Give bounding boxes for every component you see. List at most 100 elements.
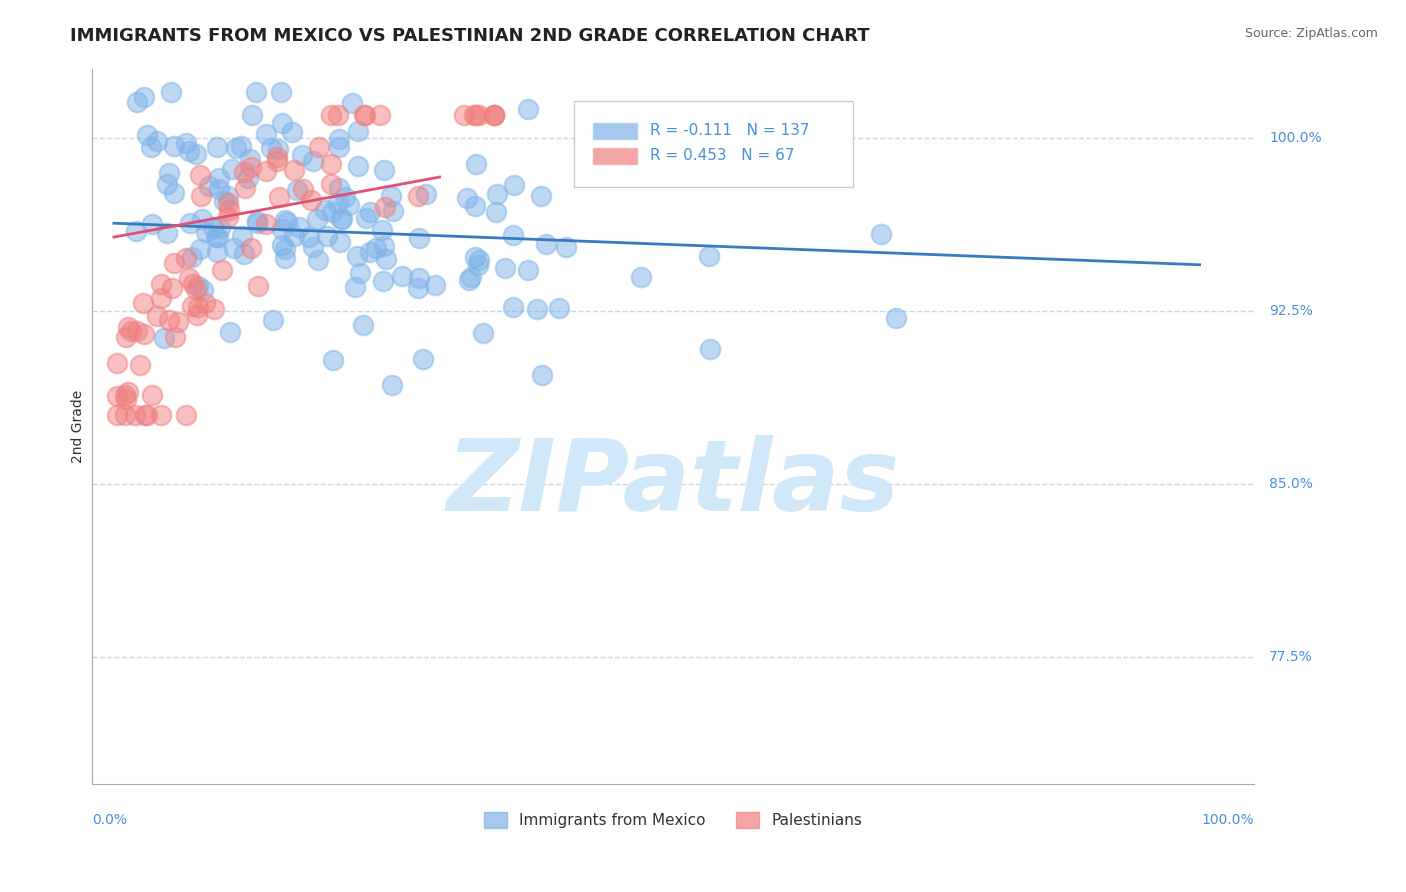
Point xyxy=(373,239,395,253)
Point xyxy=(340,95,363,110)
Point xyxy=(217,195,239,210)
Point xyxy=(468,252,491,267)
Point xyxy=(229,139,252,153)
Point xyxy=(408,271,430,285)
Point xyxy=(191,212,214,227)
Point xyxy=(329,235,352,249)
Point xyxy=(371,275,394,289)
Point xyxy=(160,85,183,99)
Point xyxy=(174,251,197,265)
Point xyxy=(274,242,297,256)
Point xyxy=(240,108,263,122)
Text: ZIPatlas: ZIPatlas xyxy=(447,435,900,533)
Point xyxy=(217,211,239,225)
Point xyxy=(425,278,447,293)
Point xyxy=(105,356,128,370)
Point xyxy=(283,162,305,177)
Point xyxy=(467,258,489,272)
Point xyxy=(319,108,342,122)
Point xyxy=(145,134,167,148)
FancyBboxPatch shape xyxy=(574,101,853,186)
Point xyxy=(207,230,229,244)
Point xyxy=(160,281,183,295)
Point xyxy=(460,269,482,284)
Point xyxy=(246,214,269,228)
Point xyxy=(302,153,325,168)
Point xyxy=(699,342,721,356)
Point xyxy=(157,312,180,326)
Point xyxy=(205,139,228,153)
Point xyxy=(468,108,491,122)
Text: Source: ZipAtlas.com: Source: ZipAtlas.com xyxy=(1244,27,1378,40)
Point xyxy=(180,250,202,264)
Point xyxy=(125,224,148,238)
Point xyxy=(529,189,551,203)
Point xyxy=(117,320,139,334)
Point xyxy=(120,324,142,338)
Point xyxy=(245,216,267,230)
Point xyxy=(337,197,360,211)
Point xyxy=(211,262,233,277)
Point xyxy=(697,249,720,263)
Point xyxy=(381,377,404,392)
Point xyxy=(502,301,524,315)
Point xyxy=(157,166,180,180)
Point xyxy=(346,249,368,263)
Point xyxy=(630,269,652,284)
Point xyxy=(406,188,429,202)
Point xyxy=(117,384,139,399)
Point xyxy=(271,222,294,236)
Point xyxy=(314,202,336,217)
Point xyxy=(195,225,218,239)
Point xyxy=(174,408,197,422)
Point xyxy=(353,108,375,122)
FancyBboxPatch shape xyxy=(592,147,638,165)
Point xyxy=(233,181,256,195)
Point xyxy=(884,310,907,325)
Point xyxy=(217,189,239,203)
Point xyxy=(127,95,149,110)
Point xyxy=(150,408,173,422)
Point xyxy=(266,153,288,168)
Point xyxy=(132,295,155,310)
Point xyxy=(135,128,157,143)
Point xyxy=(177,270,200,285)
Point xyxy=(254,127,277,141)
Point xyxy=(239,152,262,166)
Point xyxy=(114,388,136,402)
Point xyxy=(225,141,247,155)
Point xyxy=(266,150,288,164)
Point xyxy=(135,408,157,422)
Point xyxy=(368,108,391,122)
Point xyxy=(485,187,508,202)
Point xyxy=(186,308,208,322)
Point xyxy=(503,178,526,192)
Point xyxy=(283,229,305,244)
Point xyxy=(494,260,516,275)
Point xyxy=(239,241,262,255)
Text: IMMIGRANTS FROM MEXICO VS PALESTINIAN 2ND GRADE CORRELATION CHART: IMMIGRANTS FROM MEXICO VS PALESTINIAN 2N… xyxy=(70,27,870,45)
Point xyxy=(139,140,162,154)
Point xyxy=(186,282,208,296)
Point xyxy=(267,189,290,203)
Text: 0.0%: 0.0% xyxy=(93,813,127,827)
Point xyxy=(254,217,277,231)
Point xyxy=(247,279,270,293)
Point xyxy=(276,215,298,229)
Point xyxy=(132,326,155,341)
Point xyxy=(353,108,375,122)
Point xyxy=(267,143,290,157)
Point xyxy=(374,200,396,214)
Point xyxy=(406,281,429,295)
Point xyxy=(347,123,370,137)
Point xyxy=(352,318,374,332)
Point xyxy=(150,291,173,305)
Point xyxy=(134,408,156,422)
Point xyxy=(124,408,146,422)
Point xyxy=(233,165,256,179)
Point xyxy=(380,189,402,203)
Point xyxy=(415,186,437,201)
Point xyxy=(371,223,394,237)
Point xyxy=(516,262,538,277)
FancyBboxPatch shape xyxy=(592,122,638,140)
